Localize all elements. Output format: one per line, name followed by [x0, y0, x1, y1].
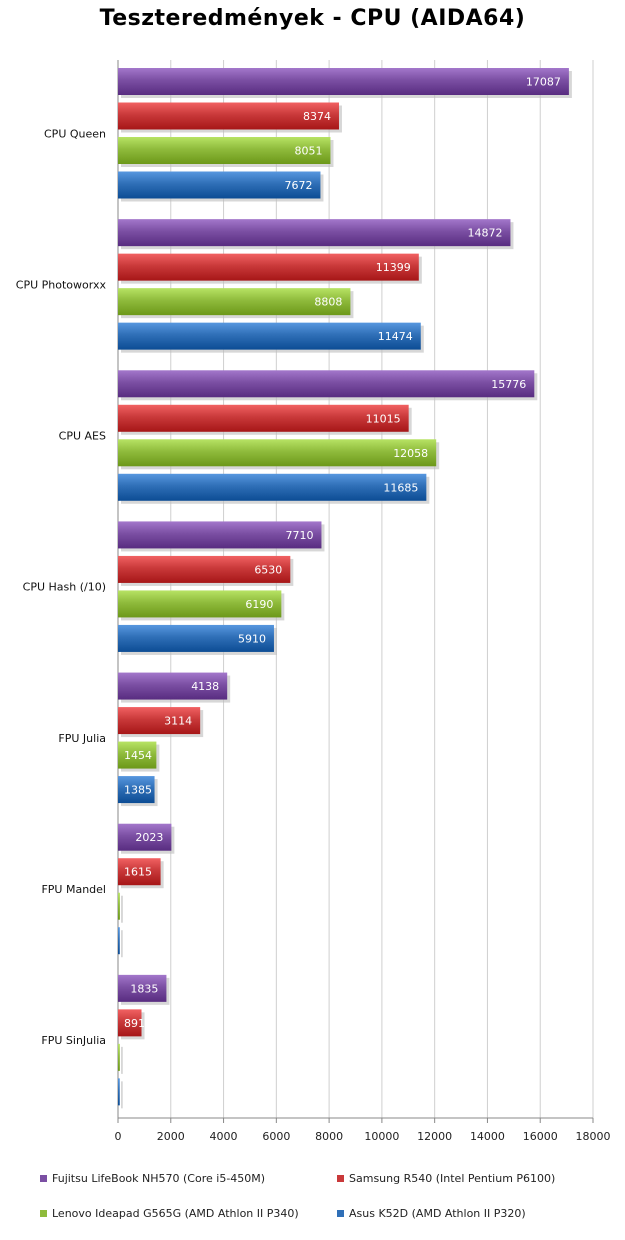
data-label: 11399: [376, 261, 411, 274]
bar: [118, 370, 535, 398]
bar: [118, 219, 511, 247]
x-tick-label: 0: [115, 1130, 122, 1143]
legend-item-samsung: Samsung R540 (Intel Pentium P6100): [337, 1172, 555, 1185]
data-label: 72: [124, 900, 138, 913]
legend-item-fujitsu: Fujitsu LifeBook NH570 (Core i5-450M): [40, 1172, 265, 1185]
bar: [118, 253, 419, 281]
data-label: 7710: [285, 529, 313, 542]
legend-swatch-asus: [337, 1209, 344, 1217]
bar: [118, 776, 155, 804]
bar: [118, 137, 331, 164]
data-label: 7672: [284, 179, 312, 192]
bar-shadow: [121, 930, 123, 958]
bar: [118, 858, 161, 886]
data-label: 8051: [294, 145, 322, 158]
x-tick-label: 4000: [210, 1130, 238, 1143]
category-label: CPU Queen: [44, 127, 106, 140]
data-label: 2023: [135, 831, 163, 844]
data-label: 5910: [238, 632, 266, 645]
bar: [118, 171, 321, 199]
data-label: 891: [124, 1017, 145, 1030]
data-label: 1615: [124, 866, 152, 879]
x-tick-label: 2000: [157, 1130, 185, 1143]
legend-label: Fujitsu LifeBook NH570 (Core i5-450M): [52, 1172, 266, 1185]
category-label: FPU Julia: [58, 732, 106, 745]
bar: [118, 521, 322, 549]
x-tick-label: 12000: [417, 1130, 452, 1143]
legend-swatch-lenovo: [40, 1209, 47, 1217]
data-label: 15776: [491, 378, 526, 391]
bar: [118, 473, 427, 501]
bar: [118, 404, 409, 432]
x-tick-label: 10000: [364, 1130, 399, 1143]
data-label: 12058: [393, 447, 428, 460]
bar-shadow: [121, 895, 123, 923]
bar: [118, 1043, 120, 1071]
bar: [118, 624, 274, 652]
legend-swatch-fujitsu: [40, 1174, 47, 1182]
bar: [118, 1078, 120, 1106]
x-tick-label: 8000: [315, 1130, 343, 1143]
data-label: 11474: [378, 330, 413, 343]
data-label: 6190: [245, 598, 273, 611]
bar: [118, 1009, 142, 1037]
bar-shadow: [121, 1081, 123, 1109]
bar: [118, 590, 282, 618]
data-label: 1454: [124, 749, 152, 762]
bar-shadow: [121, 1046, 123, 1074]
category-label: CPU Photoworxx: [16, 278, 107, 291]
data-label: 14872: [467, 227, 502, 240]
legend: Fujitsu LifeBook NH570 (Core i5-450M) Sa…: [0, 1160, 625, 1230]
bar: [118, 672, 228, 700]
bar: [118, 439, 437, 467]
data-label: 6530: [254, 563, 282, 576]
category-label: CPU Hash (/10): [23, 581, 106, 594]
bar: [118, 322, 421, 350]
legend-swatch-samsung: [337, 1174, 344, 1182]
legend-label: Lenovo Ideapad G565G (AMD Athlon II P340…: [52, 1207, 299, 1220]
data-label: 1385: [124, 784, 152, 797]
bar: [118, 707, 201, 735]
data-label: 3114: [164, 715, 192, 728]
bar: [118, 927, 120, 955]
x-tick-label: 14000: [470, 1130, 505, 1143]
legend-label: Samsung R540 (Intel Pentium P6100): [349, 1172, 556, 1185]
legend-item-asus: Asus K52D (AMD Athlon II P320): [337, 1207, 526, 1220]
x-tick-label: 6000: [262, 1130, 290, 1143]
bar-chart: 0 2000 4000 6000 8000 10000 12000 14000 16000 180…: [16, 60, 611, 1143]
category-label: FPU Mandel: [41, 883, 106, 896]
bar: [118, 68, 569, 95]
bar: [118, 288, 351, 316]
data-label: 11015: [366, 412, 401, 425]
x-tick-label: 18000: [576, 1130, 611, 1143]
data-label: 11685: [383, 481, 418, 494]
data-label: 17087: [526, 76, 561, 89]
legend-label: Asus K52D (AMD Athlon II P320): [349, 1207, 526, 1220]
bar: [118, 823, 172, 851]
bar: [118, 555, 291, 583]
data-label: 8808: [314, 296, 342, 309]
chart-title: Teszteredmények - CPU (AIDA64): [99, 6, 526, 31]
legend-item-lenovo: Lenovo Ideapad G565G (AMD Athlon II P340…: [40, 1207, 299, 1220]
data-label: 4138: [191, 680, 219, 693]
category-label: CPU AES: [59, 430, 106, 443]
data-label: 70: [124, 1051, 138, 1064]
data-label: 1835: [130, 982, 158, 995]
bar: [118, 974, 167, 1002]
x-tick-label: 16000: [523, 1130, 558, 1143]
category-label: FPU SinJulia: [41, 1034, 106, 1047]
bar: [118, 741, 157, 769]
data-label: 67: [124, 1086, 138, 1099]
data-label: 8374: [303, 110, 331, 123]
data-label: 68: [124, 935, 138, 948]
bar: [118, 102, 339, 130]
bar: [118, 892, 120, 920]
